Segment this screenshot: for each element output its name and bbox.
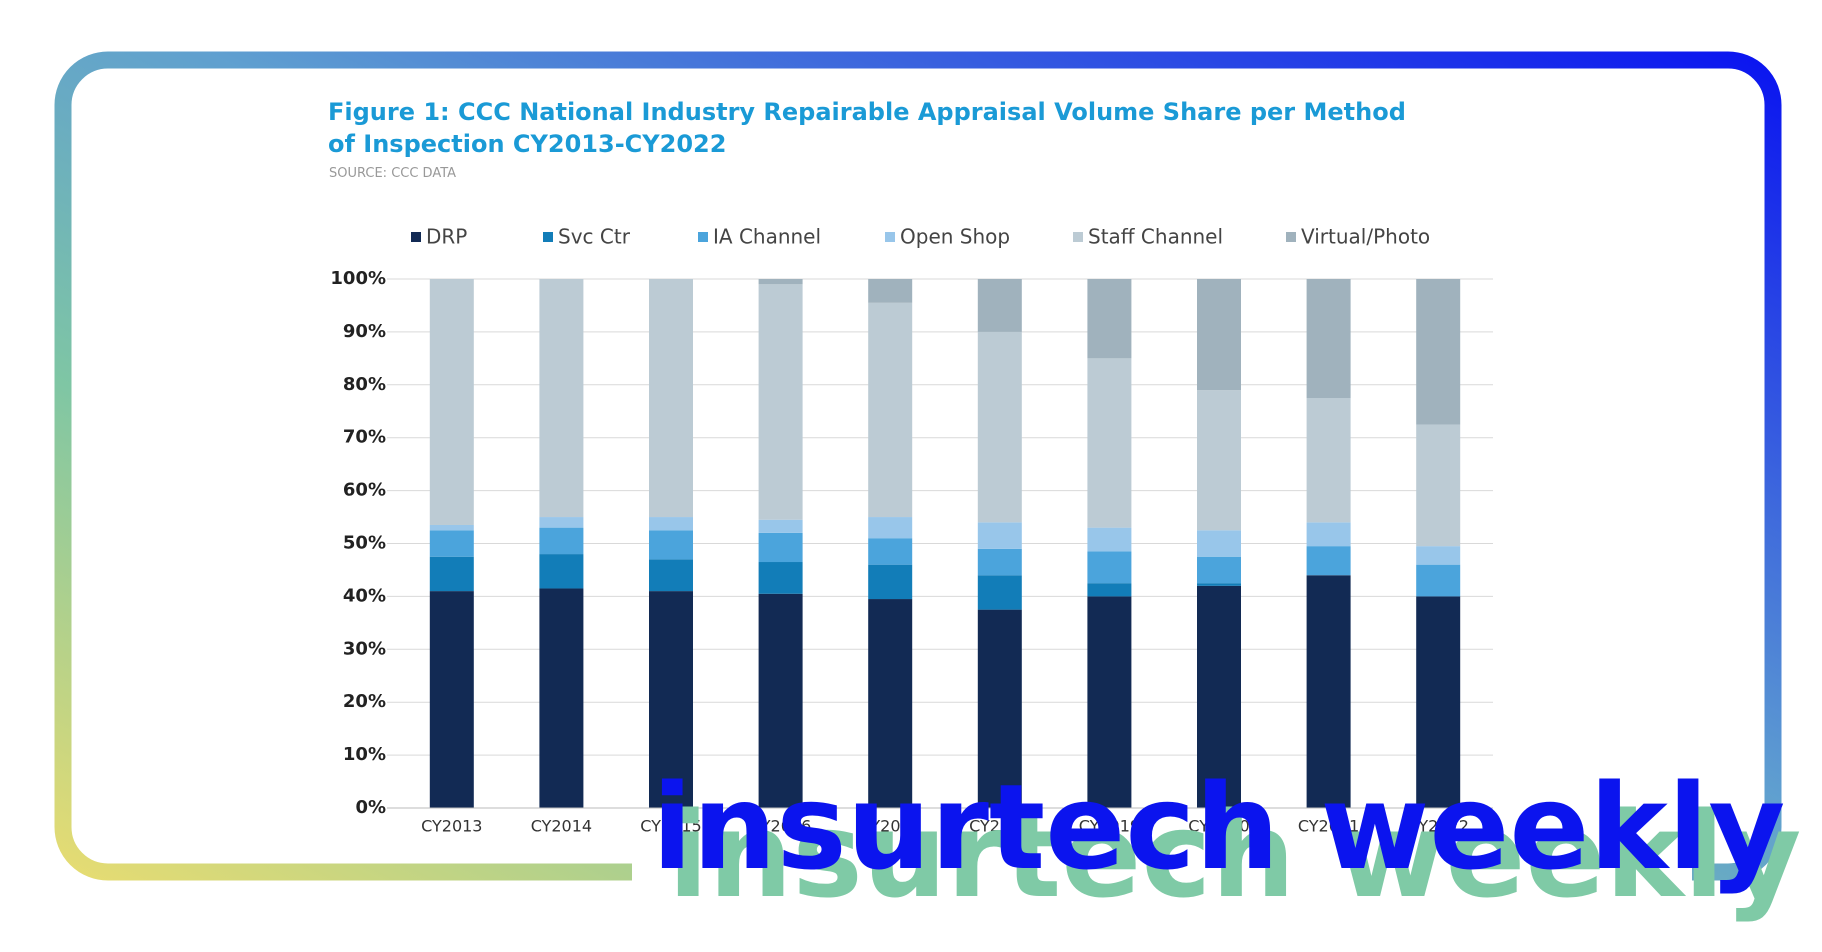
bar-segment [1416,279,1461,425]
bar-segment [429,530,474,557]
bar-segment [1197,583,1241,586]
bar-segment [1416,546,1461,565]
bar-segment [649,591,693,808]
bar-segment [539,588,584,808]
bar-segment [868,564,913,600]
bar-segment [758,532,803,563]
bar-segment [649,530,693,560]
bar-segment [429,556,474,592]
bar-segment [1416,424,1461,547]
legend-label: Open Shop [900,225,1010,249]
bar-segment [429,524,474,531]
legend-label: Staff Channel [1088,225,1223,249]
bar-segment [429,279,474,525]
bar-segment [1087,583,1132,597]
y-tick-label: 40% [343,585,386,606]
legend-label: DRP [426,225,467,249]
y-tick-label: 70% [343,427,386,448]
bar-segment [868,279,913,303]
bar-segment [1306,546,1351,576]
bar-segment [868,538,913,565]
bar-segment [429,591,474,808]
bar-segment [758,593,803,808]
legend-swatch [885,232,895,242]
bar-segment [758,519,803,533]
bar-segment [1306,575,1351,808]
bar-segment [1197,390,1241,531]
bar-segment [977,609,1022,808]
bar-segment [868,599,913,808]
legend-swatch [543,232,553,242]
legend-label: Svc Ctr [558,225,631,249]
x-tick-label: CY2014 [531,817,592,836]
y-tick-label: 80% [343,374,386,395]
x-tick-label: CY2020 [1188,817,1249,836]
legend-swatch [1286,232,1296,242]
y-tick-label: 20% [343,691,386,712]
bar-segment [977,522,1022,549]
bar-segment [1306,279,1351,399]
bar-segment [539,279,584,518]
plot: 0% 10% 20% 30% 40% 50% 60% 70% 80% 90% 100% DRP Svc … [330,225,1493,836]
bar-segment [1416,596,1461,808]
x-tick-label: CY2017 [860,817,921,836]
x-tick-label: CY2021 [1298,817,1359,836]
legend-swatch [698,232,708,242]
y-tick-label: 30% [343,638,386,659]
bar-segment [758,279,803,285]
bar-segment [1197,279,1241,391]
bar-segment [1087,596,1132,808]
source-note: SOURCE: CCC DATA [329,166,457,181]
bar-segment [1197,556,1241,584]
bar-segment [977,548,1022,576]
y-tick-label: 0% [355,797,386,818]
bar-segment [868,517,913,539]
logo-backdrop [632,855,1692,895]
bar-segment [977,279,1022,332]
y-tick-label: 100% [330,268,386,289]
bar-segment [649,517,693,531]
x-tick-label: CY2018 [969,817,1030,836]
bar-segment [539,517,584,528]
bar-segment [1087,279,1132,359]
bar-segment [868,302,913,518]
bar-segment [758,284,803,520]
legend-swatch [1073,232,1083,242]
bar-segment [649,279,693,518]
bar-segment [1087,551,1132,584]
legend-label: Virtual/Photo [1301,225,1430,249]
bar-segment [977,575,1022,610]
bar-segment [1087,527,1132,552]
y-tick-label: 10% [343,744,386,765]
legend-swatch [411,232,421,242]
x-tick-label: CY2019 [1079,817,1140,836]
y-tick-label: 90% [343,321,386,342]
bar-segment [977,331,1022,523]
bar-segment [539,527,584,555]
bar-segment [1087,358,1132,528]
bar-segment [1197,530,1241,557]
x-tick-label: CY2015 [640,817,701,836]
x-tick-label: CY2016 [750,817,811,836]
x-tick-label: CY2013 [421,817,482,836]
y-tick-label: 60% [343,480,386,501]
legend-label: IA Channel [713,225,821,249]
frame [54,51,1782,881]
logo: insurtech weekly [652,758,1785,896]
bar-segment [1197,585,1241,808]
bar-segment [758,562,803,594]
chart-title: Figure 1: CCC National Industry Repairab… [328,98,1406,158]
logo-shadow: insurtech weekly [668,786,1801,924]
bar-segment [649,559,693,592]
bar-segment [539,554,584,589]
x-tick-label: CY2022 [1408,817,1469,836]
y-tick-label: 50% [343,533,386,554]
bar-segment [1306,398,1351,523]
bar-segment [1306,522,1351,547]
bar-segment [1416,564,1461,597]
